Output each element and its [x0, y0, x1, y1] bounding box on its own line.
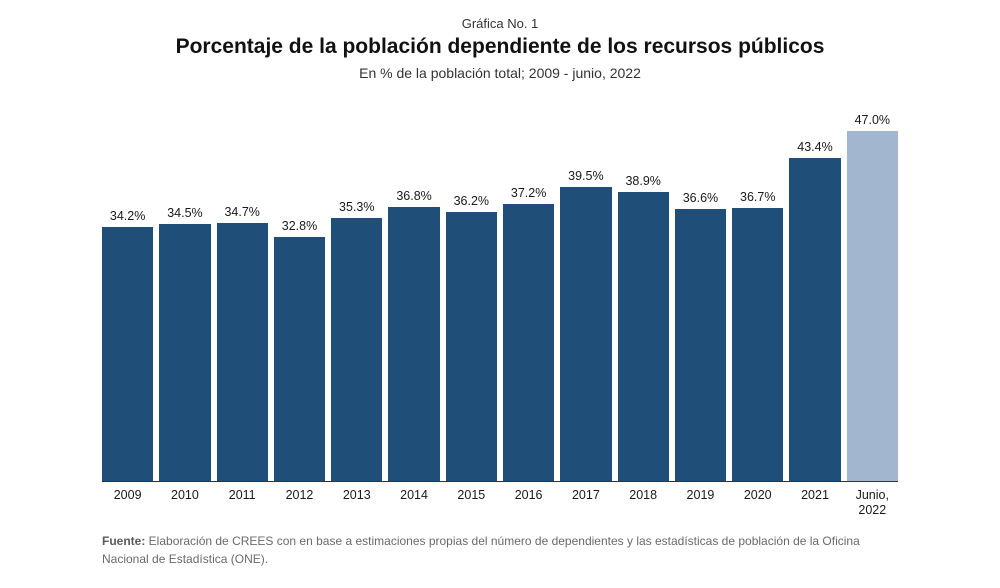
bar — [847, 131, 898, 481]
bar-value-label: 39.5% — [568, 169, 603, 183]
x-axis-label: 2010 — [159, 488, 210, 518]
bar-slot: 32.8% — [274, 109, 325, 481]
bars-region: 34.2% 34.5% 34.7% 32.8% 35.3% 36.8% 36.2% 37.2%… — [102, 109, 898, 482]
chart-subtitle: En % de la población total; 2009 - junio… — [40, 65, 960, 81]
bar-value-label: 36.8% — [396, 189, 431, 203]
bar-value-label: 34.5% — [167, 206, 202, 220]
bar — [274, 237, 325, 481]
bar-value-label: 37.2% — [511, 186, 546, 200]
bar-slot: 36.7% — [732, 109, 783, 481]
x-axis-label: 2011 — [217, 488, 268, 518]
x-axis-label: 2009 — [102, 488, 153, 518]
chart-footer: Fuente: Elaboración de CREES con en base… — [102, 532, 898, 568]
bar-slot: 36.2% — [446, 109, 497, 481]
bar-slot: 43.4% — [789, 109, 840, 481]
bar-value-label: 35.3% — [339, 200, 374, 214]
footer-text: Elaboración de CREES con en base a estim… — [102, 534, 860, 566]
x-axis-labels: 2009201020112012201320142015201620172018… — [102, 488, 898, 518]
chart-supertitle: Gráfica No. 1 — [40, 16, 960, 31]
bar-value-label: 36.2% — [454, 194, 489, 208]
bar-value-label: 36.6% — [683, 191, 718, 205]
bar-slot: 38.9% — [618, 109, 669, 481]
x-axis-label: 2012 — [274, 488, 325, 518]
bar — [675, 209, 726, 481]
x-axis-label: 2014 — [388, 488, 439, 518]
x-axis-label: 2013 — [331, 488, 382, 518]
x-axis-label: 2021 — [789, 488, 840, 518]
bar — [217, 223, 268, 481]
bar-slot: 34.5% — [159, 109, 210, 481]
x-axis-label: 2016 — [503, 488, 554, 518]
x-axis-label: 2020 — [732, 488, 783, 518]
bar-value-label: 38.9% — [625, 174, 660, 188]
x-axis-label: 2018 — [618, 488, 669, 518]
bar-slot: 47.0% — [847, 109, 898, 481]
plot-area: 34.2% 34.5% 34.7% 32.8% 35.3% 36.8% 36.2% 37.2%… — [102, 109, 898, 518]
bar-slot: 34.7% — [217, 109, 268, 481]
bar-slot: 34.2% — [102, 109, 153, 481]
bar-slot: 36.8% — [388, 109, 439, 481]
bar-slot: 39.5% — [560, 109, 611, 481]
chart-container: Gráfica No. 1 Porcentaje de la población… — [0, 0, 1000, 588]
bar-value-label: 32.8% — [282, 219, 317, 233]
x-axis-label: 2015 — [446, 488, 497, 518]
bar-slot: 35.3% — [331, 109, 382, 481]
chart-title: Porcentaje de la población dependiente d… — [40, 35, 960, 59]
bar-value-label: 34.7% — [224, 205, 259, 219]
bar — [503, 204, 554, 481]
bar-value-label: 43.4% — [797, 140, 832, 154]
bar — [732, 208, 783, 481]
bar-value-label: 34.2% — [110, 209, 145, 223]
x-axis-label: 2017 — [560, 488, 611, 518]
bar — [446, 212, 497, 481]
bar — [618, 192, 669, 481]
footer-label: Fuente: — [102, 534, 145, 548]
bar-slot: 37.2% — [503, 109, 554, 481]
bar-value-label: 36.7% — [740, 190, 775, 204]
bar — [560, 187, 611, 481]
bar — [331, 218, 382, 481]
x-axis-label: 2019 — [675, 488, 726, 518]
bar — [159, 224, 210, 481]
bar-slot: 36.6% — [675, 109, 726, 481]
x-axis-label: Junio,2022 — [847, 488, 898, 518]
bar — [388, 207, 439, 481]
bar-value-label: 47.0% — [855, 113, 890, 127]
bar — [789, 158, 840, 481]
bar — [102, 227, 153, 481]
